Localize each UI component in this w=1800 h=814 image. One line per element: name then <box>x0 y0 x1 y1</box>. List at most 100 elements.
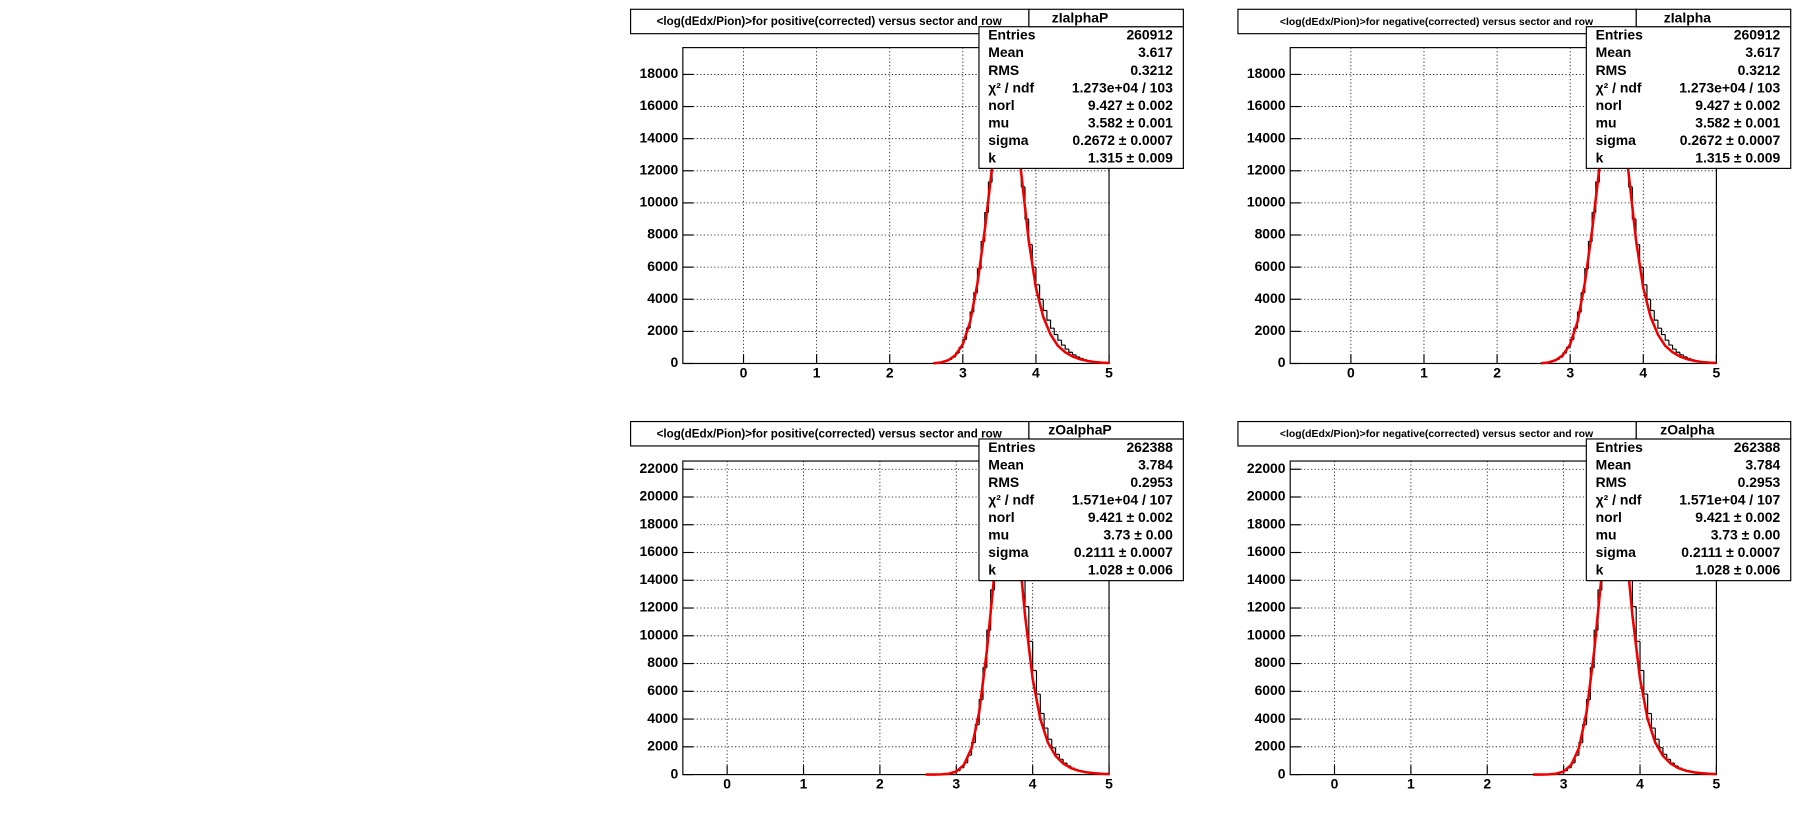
stat-value: 0.2672 ± 0.0007 <box>1680 132 1781 148</box>
histogram-name: zOalphaP <box>1048 422 1111 438</box>
name-box <box>1028 8 1184 28</box>
y-tick-label: 8000 <box>1255 226 1286 242</box>
y-tick-label: 16000 <box>639 543 678 559</box>
stats-box <box>1585 438 1792 582</box>
stat-value: 0.2953 <box>1130 474 1173 490</box>
histogram-bin <box>1675 349 1680 353</box>
stat-label: Entries <box>1596 439 1643 455</box>
chart-title: <log(dEdx/Pion)>for positive(corrected) … <box>657 427 1003 440</box>
canvas-content: 0 2000 4000 6000 8000 10000 12000 14000 16000 180… <box>630 8 1792 792</box>
stat-value: 0.2672 ± 0.0007 <box>1072 132 1173 148</box>
y-tick-label: 0 <box>1278 354 1286 370</box>
x-tick-label: 1 <box>813 365 821 381</box>
histogram-name: zIalphaP <box>1052 9 1108 25</box>
stat-label: RMS <box>1596 62 1627 78</box>
y-tick-label: 12000 <box>1247 161 1286 177</box>
histogram-bin <box>1053 328 1058 336</box>
x-tick-label: 2 <box>886 365 894 381</box>
stat-value: 3.73 ± 0.00 <box>1103 527 1173 543</box>
stat-value: 1.571e+04 / 107 <box>1072 492 1173 508</box>
stat-label: norl <box>1596 509 1622 525</box>
histogram-bin <box>1679 352 1684 356</box>
stat-label: k <box>1596 149 1604 165</box>
fit-curve <box>933 79 1110 365</box>
stat-label: χ² / ndf <box>1596 79 1642 95</box>
stat-value: 3.73 ± 0.00 <box>1711 527 1781 543</box>
stats-box <box>978 26 1184 169</box>
y-tick-label: 20000 <box>1247 488 1286 504</box>
y-tick-label: 6000 <box>647 258 678 274</box>
stat-value: 9.427 ± 0.002 <box>1088 97 1173 113</box>
x-tick-label: 4 <box>1029 776 1037 792</box>
x-tick-label: 3 <box>1566 365 1574 381</box>
histogram-bin <box>1668 340 1673 346</box>
histogram-bin <box>1046 310 1051 321</box>
x-tick-label: 3 <box>952 776 960 792</box>
y-tick-label: 14000 <box>1247 129 1286 145</box>
stat-label: χ² / ndf <box>988 79 1034 95</box>
x-tick-label: 4 <box>1032 365 1040 381</box>
y-tick-label: 0 <box>1278 765 1286 781</box>
y-tick-label: 18000 <box>639 515 678 531</box>
histogram-bin <box>1653 310 1658 321</box>
y-tick-label: 18000 <box>639 65 678 81</box>
histogram-panel: 0 2000 4000 6000 8000 10000 12000 14000 16000 180… <box>630 8 1184 381</box>
stat-value: 1.028 ± 0.006 <box>1088 562 1173 578</box>
histogram-bin <box>1660 328 1666 336</box>
y-tick-label: 14000 <box>639 129 678 145</box>
x-tick-label: 5 <box>1713 776 1721 792</box>
stat-value: 3.784 <box>1745 456 1780 472</box>
stat-label: Mean <box>988 456 1024 472</box>
stat-label: RMS <box>988 62 1019 78</box>
y-tick-label: 10000 <box>1247 626 1286 642</box>
histogram-bin <box>1650 299 1655 312</box>
stat-value: 0.2111 ± 0.0007 <box>1074 544 1173 560</box>
y-tick-label: 0 <box>670 765 678 781</box>
x-tick-label: 5 <box>1105 365 1113 381</box>
stat-value: 9.421 ± 0.002 <box>1088 509 1173 525</box>
histogram-name: zOalpha <box>1660 422 1714 438</box>
stat-label: χ² / ndf <box>1596 492 1642 508</box>
stat-value: 0.2953 <box>1738 474 1781 490</box>
histogram-bin <box>1042 299 1047 312</box>
histogram-panel: 0 2000 4000 6000 8000 10000 12000 14000 16000 180… <box>1237 420 1792 792</box>
stat-label: RMS <box>988 474 1019 490</box>
y-tick-label: 18000 <box>1247 65 1286 81</box>
y-tick-label: 10000 <box>639 194 678 210</box>
stat-label: RMS <box>1596 474 1627 490</box>
x-tick-label: 2 <box>1493 365 1501 381</box>
histogram-bin <box>1657 320 1662 329</box>
histogram-bin <box>1049 320 1055 329</box>
x-tick-label: 3 <box>1560 776 1568 792</box>
x-tick-label: 1 <box>1420 365 1428 381</box>
x-tick-label: 1 <box>800 776 808 792</box>
stat-value: 260912 <box>1734 27 1781 43</box>
y-tick-label: 12000 <box>639 599 678 615</box>
stat-value: 1.315 ± 0.009 <box>1088 149 1173 165</box>
y-tick-label: 22000 <box>639 460 678 476</box>
x-tick-label: 1 <box>1407 776 1415 792</box>
name-box <box>1635 420 1792 440</box>
y-tick-label: 2000 <box>647 322 678 338</box>
stat-value: 0.3212 <box>1130 62 1173 78</box>
stat-label: Mean <box>988 44 1024 60</box>
stat-label: sigma <box>1596 132 1636 148</box>
stat-label: Entries <box>988 27 1035 43</box>
y-tick-label: 12000 <box>639 161 678 177</box>
stat-value: 1.028 ± 0.006 <box>1695 562 1780 578</box>
stats-box <box>1585 26 1792 169</box>
y-tick-label: 4000 <box>647 710 678 726</box>
fit-curve <box>1540 79 1717 365</box>
stat-label: Mean <box>1596 44 1632 60</box>
stat-value: 1.571e+04 / 107 <box>1679 492 1780 508</box>
stat-value: 3.582 ± 0.001 <box>1695 114 1780 130</box>
stat-value: 3.582 ± 0.001 <box>1088 114 1173 130</box>
y-tick-label: 16000 <box>1247 97 1286 113</box>
stat-value: 1.315 ± 0.009 <box>1695 149 1780 165</box>
stat-value: 9.421 ± 0.002 <box>1695 509 1780 525</box>
x-tick-label: 2 <box>876 776 884 792</box>
stats-box <box>978 438 1184 582</box>
x-tick-label: 5 <box>1105 776 1113 792</box>
stat-value: 262388 <box>1734 439 1781 455</box>
